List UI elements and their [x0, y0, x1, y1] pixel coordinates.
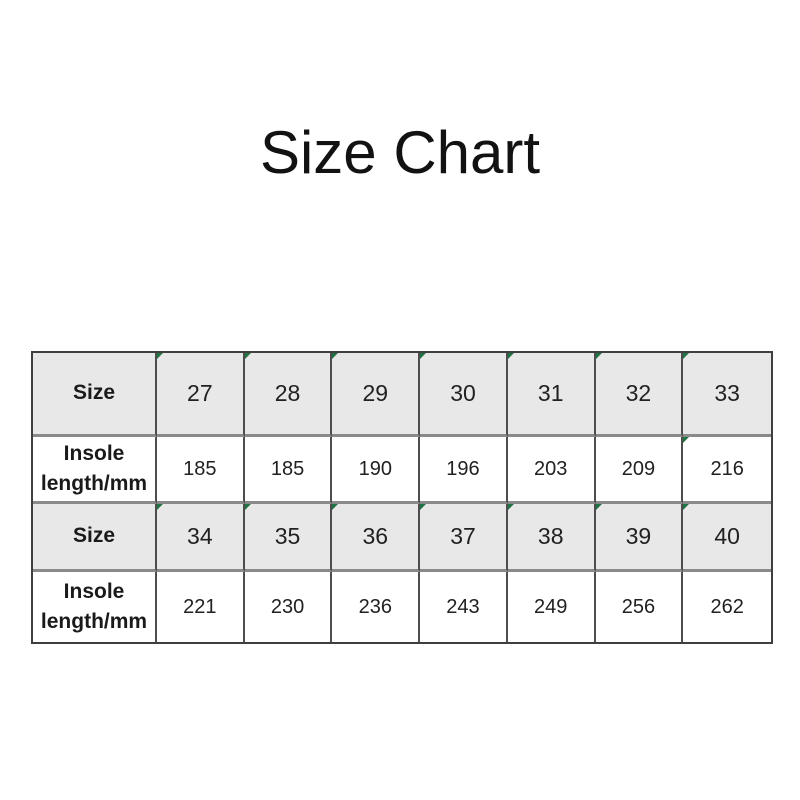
size-value-cell: 40 — [683, 504, 771, 572]
size-value-cell: 30 — [420, 353, 508, 437]
page-title: Size Chart — [259, 119, 541, 186]
stored-as-text-marker-icon — [244, 504, 251, 510]
cell-text: 236 — [358, 595, 392, 618]
stored-as-text-marker-icon — [595, 353, 602, 359]
size-value-cell: 31 — [507, 353, 596, 437]
stored-as-text-marker-icon — [157, 504, 163, 510]
cell-text: 209 — [621, 457, 656, 480]
size-value-cell: 33 — [683, 353, 771, 437]
stored-as-text-marker-icon — [332, 353, 339, 359]
cell-text: 249 — [534, 595, 568, 618]
cell-text: 216 — [710, 457, 744, 480]
insole-header-cell: Insole length/mm — [33, 572, 157, 642]
cell-text: 35 — [274, 523, 301, 549]
insole-value-cell: 243 — [420, 572, 508, 642]
size-value-cell: 39 — [595, 504, 684, 572]
insole-value-cell: 185 — [157, 437, 245, 504]
insole-value-cell: 236 — [332, 572, 421, 642]
insole-value-cell: 196 — [420, 437, 508, 504]
cell-text: 243 — [446, 595, 480, 618]
cell-text: 190 — [358, 457, 392, 480]
cell-text: 196 — [446, 457, 480, 480]
cell-text: 185 — [270, 457, 305, 480]
cell-text: 27 — [187, 380, 213, 406]
size-value-cell: 34 — [157, 504, 245, 572]
size-chart-table: Size 27 28 29 30 31 32 33 — [31, 351, 773, 644]
cell-text: 262 — [710, 595, 744, 618]
insole-value-cell: 209 — [595, 437, 684, 504]
cell-text: 33 — [714, 380, 740, 406]
stored-as-text-marker-icon — [157, 353, 163, 359]
insole-value-cell: 216 — [683, 437, 771, 504]
size-header-cell: Size — [33, 353, 157, 437]
cell-text: 28 — [274, 380, 301, 406]
cell-text: 37 — [450, 523, 476, 549]
stored-as-text-marker-icon — [244, 353, 251, 359]
insole-value-cell: 230 — [244, 572, 333, 642]
insole-value-cell: 203 — [507, 437, 596, 504]
cell-text: 29 — [362, 380, 389, 406]
cell-text: 32 — [625, 380, 652, 406]
cell-text: 36 — [362, 523, 389, 549]
cell-text: 256 — [621, 595, 656, 618]
cell-text: 31 — [537, 380, 564, 406]
cell-text: 34 — [187, 523, 213, 549]
cell-text: Size — [72, 381, 116, 405]
size-value-cell: 36 — [332, 504, 421, 572]
size-value-cell: 38 — [507, 504, 596, 572]
size-value-cell: 32 — [595, 353, 684, 437]
size-value-cell: 27 — [157, 353, 245, 437]
insole-value-cell: 190 — [332, 437, 421, 504]
stored-as-text-marker-icon — [683, 504, 690, 510]
cell-text: 230 — [270, 595, 305, 618]
stored-as-text-marker-icon — [683, 437, 690, 443]
cell-text: 30 — [450, 380, 476, 406]
stored-as-text-marker-icon — [683, 353, 690, 359]
cell-text: 221 — [183, 595, 217, 618]
stored-as-text-marker-icon — [420, 504, 427, 510]
insole-value-cell: 185 — [244, 437, 333, 504]
insole-value-cell: 221 — [157, 572, 245, 642]
size-value-cell: 35 — [244, 504, 333, 572]
cell-text: 185 — [183, 457, 217, 480]
stored-as-text-marker-icon — [507, 504, 514, 510]
cell-text: Insole length/mm — [40, 579, 148, 633]
size-value-cell: 37 — [420, 504, 508, 572]
insole-value-cell: 262 — [683, 572, 771, 642]
stored-as-text-marker-icon — [595, 504, 602, 510]
cell-text: 40 — [714, 523, 740, 549]
stored-as-text-marker-icon — [507, 353, 514, 359]
insole-value-cell: 249 — [507, 572, 596, 642]
size-value-cell: 28 — [244, 353, 333, 437]
size-value-cell: 29 — [332, 353, 421, 437]
stored-as-text-marker-icon — [420, 353, 427, 359]
cell-text: Insole length/mm — [40, 441, 148, 495]
insole-header-cell: Insole length/mm — [33, 437, 157, 504]
cell-text: 203 — [534, 457, 568, 480]
size-header-cell: Size — [33, 504, 157, 572]
cell-text: 39 — [625, 523, 652, 549]
cell-text: 38 — [537, 523, 564, 549]
stored-as-text-marker-icon — [332, 504, 339, 510]
cell-text: Size — [72, 524, 116, 548]
insole-value-cell: 256 — [595, 572, 684, 642]
